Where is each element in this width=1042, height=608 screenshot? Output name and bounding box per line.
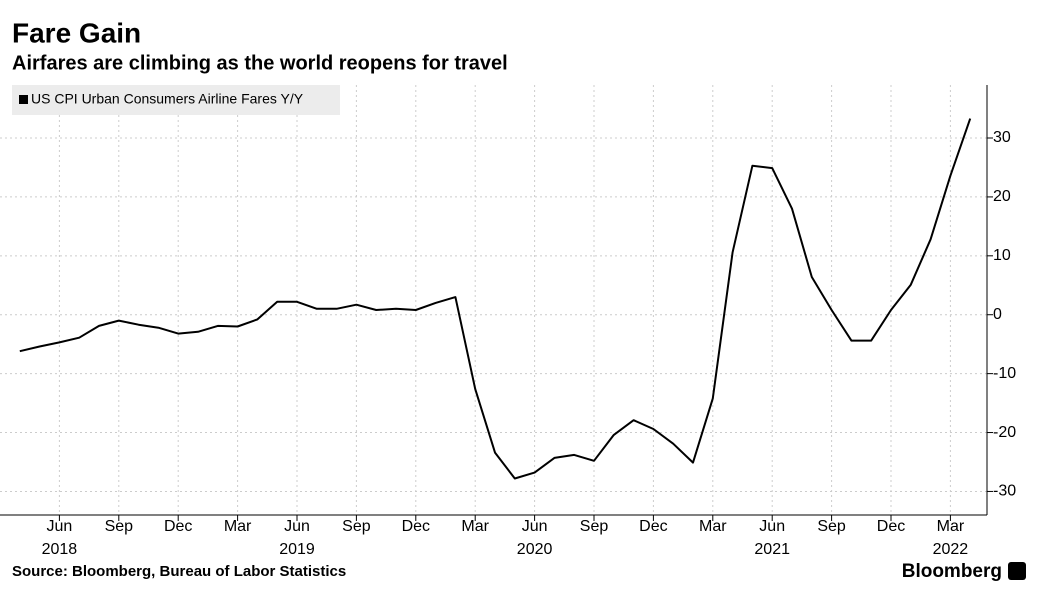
x-year-label: 2022	[933, 541, 969, 558]
series-line	[19, 118, 972, 480]
y-tick-label: -20	[993, 424, 1016, 441]
x-tick-label: Sep	[105, 518, 134, 535]
x-year-label: 2020	[517, 541, 553, 558]
y-tick-label: 10	[993, 247, 1011, 264]
x-tick-label: Sep	[342, 518, 371, 535]
source: Source: Bloomberg, Bureau of Labor Stati…	[12, 563, 346, 580]
y-tick-label: -10	[993, 365, 1016, 382]
legend-label: US CPI Urban Consumers Airline Fares Y/Y	[31, 91, 304, 107]
y-tick-label: 30	[993, 129, 1011, 146]
y-tick-label: 20	[993, 188, 1011, 205]
x-year-label: 2021	[754, 541, 790, 558]
x-tick-label: Sep	[817, 518, 846, 535]
x-tick-label: Mar	[699, 518, 727, 535]
legend-box	[12, 85, 340, 115]
x-tick-label: Mar	[224, 518, 252, 535]
x-year-label: 2018	[42, 541, 78, 558]
x-tick-label: Jun	[759, 518, 785, 535]
y-tick-label: -30	[993, 483, 1016, 500]
x-tick-label: Dec	[877, 518, 905, 535]
x-tick-label: Mar	[937, 518, 965, 535]
x-tick-label: Dec	[402, 518, 430, 535]
brand: Bloomberg	[902, 561, 1002, 582]
chart-subtitle: Airfares are climbing as the world reope…	[12, 52, 508, 74]
x-year-label: 2019	[279, 541, 315, 558]
x-tick-label: Jun	[284, 518, 310, 535]
y-tick-label: 0	[993, 306, 1002, 323]
chart-title: Fare Gain	[12, 17, 141, 48]
x-tick-label: Jun	[522, 518, 548, 535]
x-tick-label: Dec	[164, 518, 192, 535]
x-tick-label: Dec	[639, 518, 667, 535]
x-tick-label: Mar	[461, 518, 489, 535]
x-tick-label: Jun	[47, 518, 73, 535]
brand-icon	[1008, 562, 1026, 580]
legend-swatch	[19, 95, 28, 104]
x-tick-label: Sep	[580, 518, 609, 535]
